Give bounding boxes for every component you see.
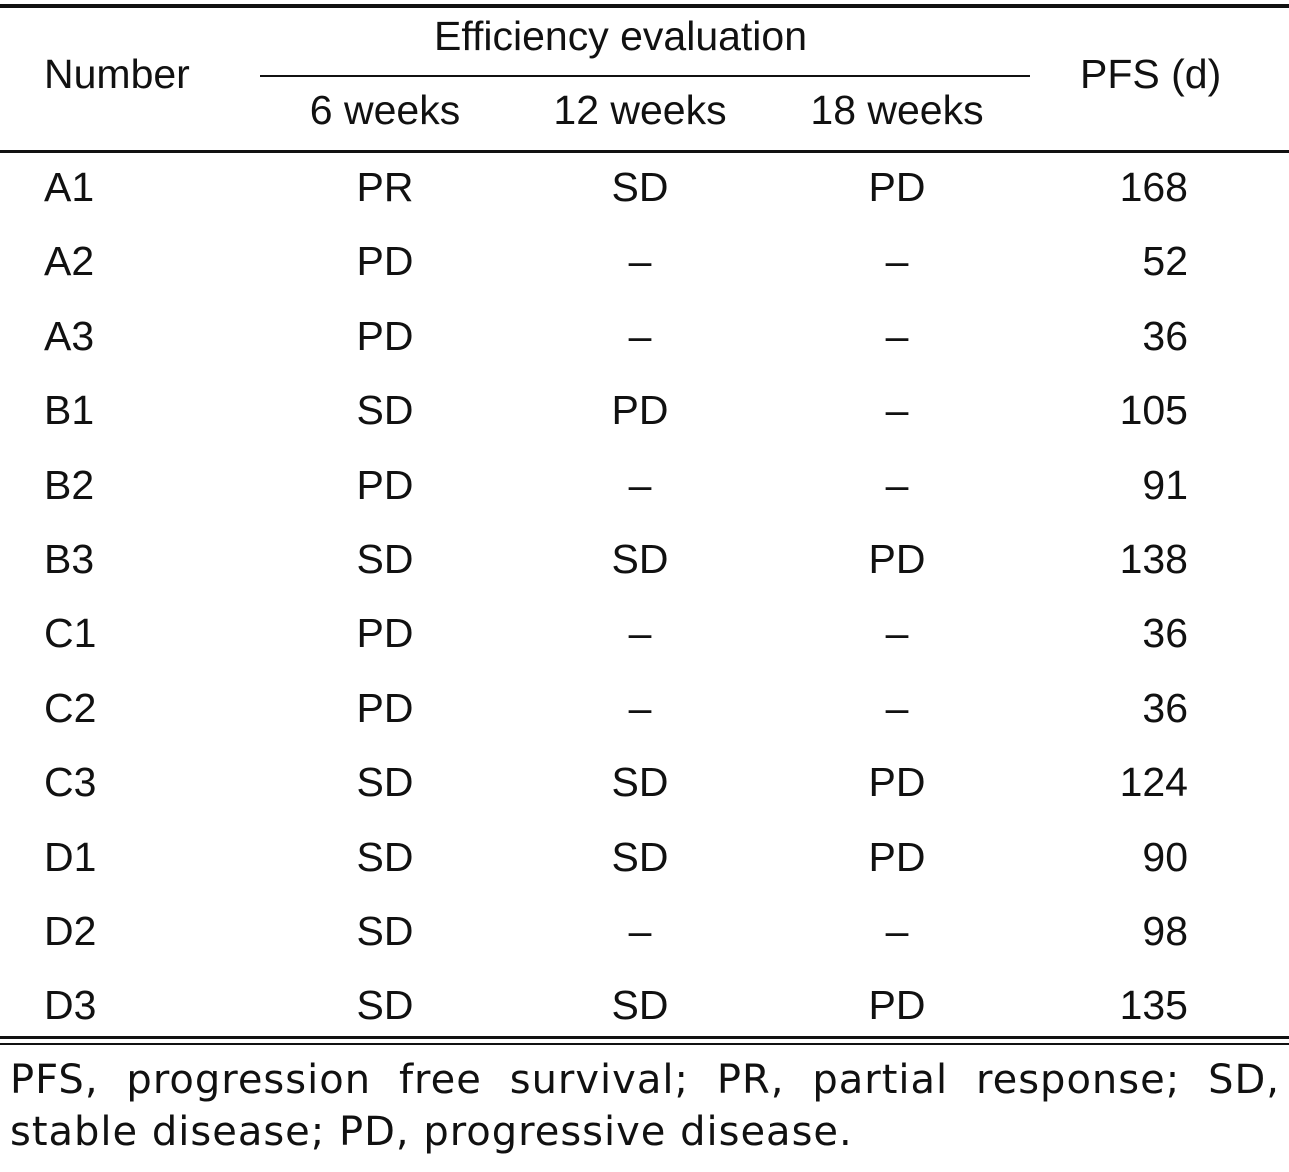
cell-18-weeks: PD [868, 833, 926, 880]
cell-number: B1 [44, 387, 95, 434]
cell-18-weeks: PD [868, 982, 926, 1029]
cell-12-weeks: – [628, 238, 652, 285]
cell-pfs: 90 [1142, 833, 1188, 880]
cell-6-weeks: PD [356, 684, 414, 731]
cell-12-weeks: SD [611, 164, 669, 210]
cell-6-weeks: PD [356, 238, 414, 285]
cell-number: D2 [44, 908, 97, 954]
cell-pfs: 135 [1119, 982, 1188, 1029]
table-row: C2 PD – – 36 [0, 674, 1289, 748]
cell-18-weeks: – [885, 387, 909, 434]
cell-12-weeks: – [628, 610, 652, 657]
table-footnote: PFS, progression free survival; PR, part… [10, 1057, 1280, 1155]
cell-12-weeks: SD [611, 833, 669, 880]
cell-6-weeks: PD [356, 312, 414, 359]
cell-number: A3 [44, 312, 95, 359]
table-row: D3 SD SD PD 135 [0, 971, 1289, 1045]
cell-pfs: 105 [1119, 387, 1188, 434]
cell-pfs: 168 [1119, 164, 1188, 210]
table-row: B3 SD SD PD 138 [0, 525, 1289, 599]
cell-6-weeks: SD [356, 387, 414, 434]
cell-18-weeks: – [885, 461, 909, 508]
cell-12-weeks: SD [611, 536, 669, 582]
cell-18-weeks: – [885, 684, 909, 731]
cell-pfs: 36 [1142, 312, 1188, 359]
cell-number: A1 [44, 164, 95, 210]
cell-pfs: 91 [1142, 461, 1188, 508]
cell-12-weeks: – [628, 312, 652, 359]
cell-number: C3 [44, 759, 97, 806]
table-row: A1 PR SD PD 168 [0, 153, 1289, 227]
header-group-rule [260, 75, 1030, 77]
cell-12-weeks: SD [611, 759, 669, 806]
cell-12-weeks: – [628, 908, 652, 954]
cell-number: B3 [44, 536, 95, 582]
header-efficiency-evaluation: Efficiency evaluation [434, 13, 808, 59]
table-row: A3 PD – – 36 [0, 302, 1289, 376]
header-18-weeks: 18 weeks [810, 87, 984, 133]
cell-number: B2 [44, 461, 95, 508]
table-row: C1 PD – – 36 [0, 599, 1289, 673]
cell-18-weeks: PD [868, 536, 926, 582]
cell-18-weeks: – [885, 238, 909, 285]
cell-18-weeks: PD [868, 164, 926, 210]
cell-number: D3 [44, 982, 97, 1029]
table-row: D2 SD – – 98 [0, 897, 1289, 971]
cell-pfs: 138 [1119, 536, 1188, 582]
cell-6-weeks: PD [356, 610, 414, 657]
table-row: B2 PD – – 91 [0, 451, 1289, 525]
table-bottom-rule [0, 1036, 1289, 1039]
cell-12-weeks: PD [611, 387, 669, 434]
cell-12-weeks: – [628, 684, 652, 731]
cell-pfs: 36 [1142, 684, 1188, 731]
cell-6-weeks: SD [356, 908, 414, 954]
table-top-rule [0, 4, 1289, 8]
cell-6-weeks: SD [356, 536, 414, 582]
table-row: C3 SD SD PD 124 [0, 748, 1289, 822]
cell-number: C1 [44, 610, 97, 657]
header-bottom-rule [0, 150, 1289, 153]
table-row: D1 SD SD PD 90 [0, 823, 1289, 897]
header-6-weeks: 6 weeks [309, 87, 461, 133]
cell-number: C2 [44, 684, 97, 731]
table-bottom-rule-2 [0, 1043, 1289, 1045]
cell-pfs: 124 [1119, 759, 1188, 806]
header-pfs: PFS (d) [1080, 51, 1222, 97]
table-row: A2 PD – – 52 [0, 227, 1289, 301]
cell-6-weeks: SD [356, 982, 414, 1029]
cell-6-weeks: SD [356, 833, 414, 880]
cell-number: D1 [44, 833, 97, 880]
cell-12-weeks: – [628, 461, 652, 508]
header-12-weeks: 12 weeks [553, 87, 727, 133]
cell-6-weeks: PD [356, 461, 414, 508]
cell-pfs: 52 [1142, 238, 1188, 285]
cell-12-weeks: SD [611, 982, 669, 1029]
cell-18-weeks: – [885, 312, 909, 359]
header-number: Number [44, 51, 190, 97]
table-row: B1 SD PD – 105 [0, 376, 1289, 450]
cell-pfs: 98 [1142, 908, 1188, 954]
cell-6-weeks: PR [356, 164, 414, 210]
cell-number: A2 [44, 238, 95, 285]
cell-6-weeks: SD [356, 759, 414, 806]
cell-18-weeks: – [885, 610, 909, 657]
cell-pfs: 36 [1142, 610, 1188, 657]
cell-18-weeks: – [885, 908, 909, 954]
cell-18-weeks: PD [868, 759, 926, 806]
